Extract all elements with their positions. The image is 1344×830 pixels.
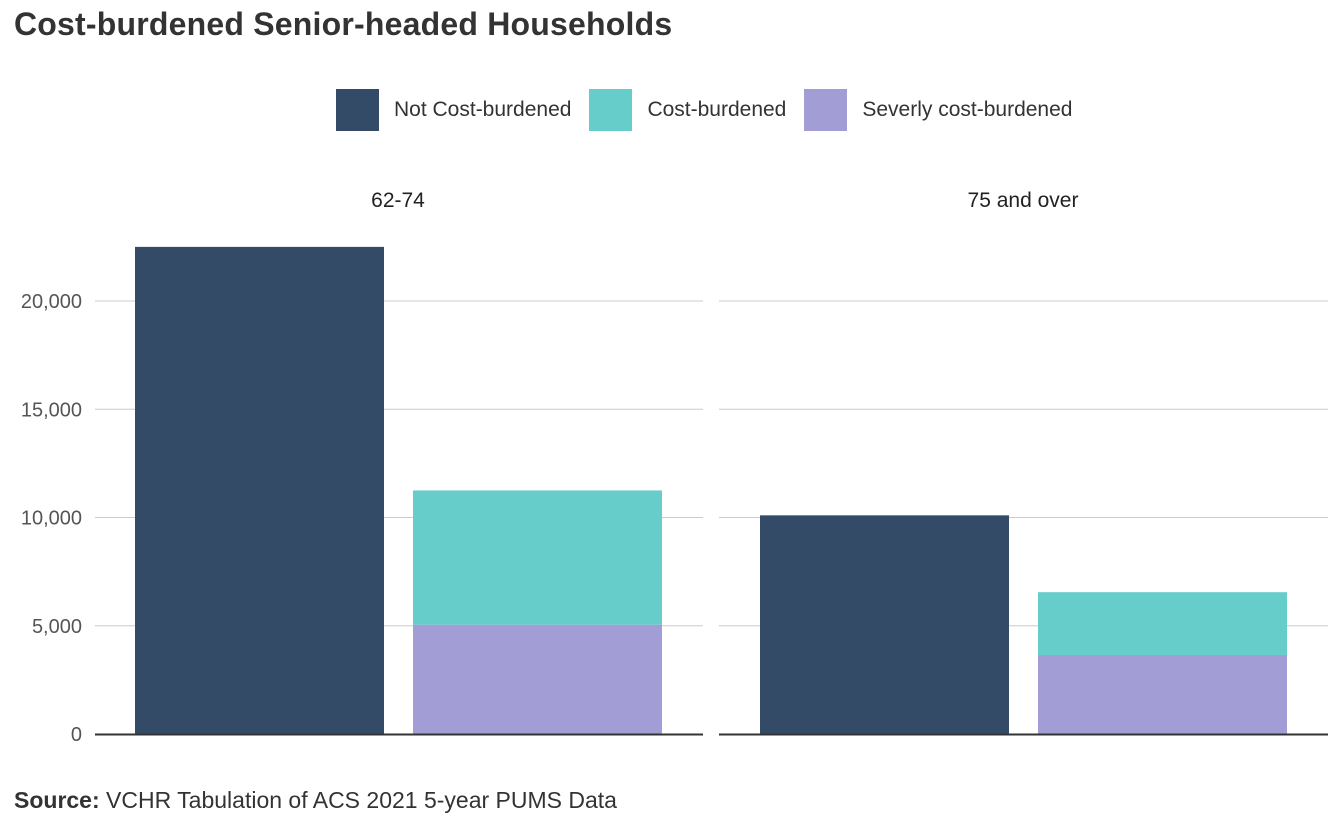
legend-label: Severly cost-burdened xyxy=(862,98,1073,121)
source-note: Source: VCHR Tabulation of ACS 2021 5-ye… xyxy=(14,787,617,814)
source-text: VCHR Tabulation of ACS 2021 5-year PUMS … xyxy=(106,787,617,813)
legend-item-severely-cost-burdened: Severly cost-burdened xyxy=(804,89,1072,131)
bar-not-cost-burdened xyxy=(760,515,1009,734)
legend-label: Not Cost-burdened xyxy=(394,98,572,121)
legend-swatch-severely-cost-burdened xyxy=(804,89,848,131)
bar-cost-burdened xyxy=(413,490,662,625)
legend-swatch-not-cost-burdened xyxy=(336,89,379,131)
legend-item-not-cost-burdened: Not Cost-burdened xyxy=(336,89,571,131)
y-tick-label: 15,000 xyxy=(21,399,82,421)
bar-cost-burdened xyxy=(1038,592,1287,655)
y-tick-label: 20,000 xyxy=(21,291,82,313)
bar-severely-cost-burdened xyxy=(1038,654,1287,734)
source-label: Source: xyxy=(14,787,100,813)
y-tick-label: 5,000 xyxy=(32,616,82,638)
legend-item-cost-burdened: Cost-burdened xyxy=(589,89,786,131)
bar-not-cost-burdened xyxy=(135,246,384,734)
facet-label: 75 and over xyxy=(968,189,1079,212)
legend-label: Cost-burdened xyxy=(647,98,787,121)
legend-swatch-cost-burdened xyxy=(589,89,633,131)
legend: Not Cost-burdened Cost-burdened Severly … xyxy=(336,89,1090,131)
y-tick-label: 10,000 xyxy=(21,508,82,530)
facet-label: 62-74 xyxy=(371,189,425,212)
chart-title: Cost-burdened Senior-headed Households xyxy=(14,6,673,42)
bar-severely-cost-burdened xyxy=(413,624,662,734)
y-tick-label: 0 xyxy=(71,724,82,746)
